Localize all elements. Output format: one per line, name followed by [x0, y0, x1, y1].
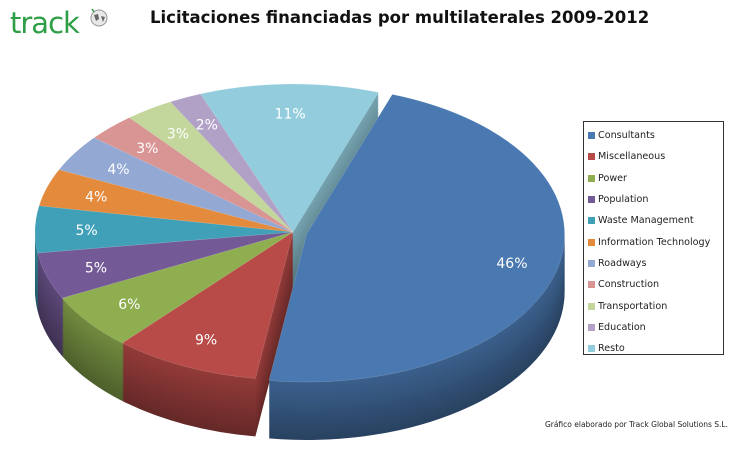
track-logo: track	[10, 6, 80, 40]
legend-swatch	[588, 174, 595, 182]
legend-label: Resto	[598, 343, 625, 355]
slice-power	[61, 231, 294, 344]
legend-item: Information Technology	[588, 231, 723, 252]
legend-item: Construction	[588, 274, 723, 295]
slice-waste-management	[34, 205, 294, 254]
legend-item: Miscellaneous	[588, 146, 723, 167]
data-label: 5%	[76, 223, 98, 239]
data-label: 3%	[136, 141, 158, 157]
chart-legend: Consultants Miscellaneous Power Population W…	[583, 121, 724, 355]
slice-transportation	[128, 101, 294, 233]
legend-item: Consultants	[588, 125, 723, 146]
legend-item: Power	[588, 168, 723, 189]
legend-label: Information Technology	[598, 236, 711, 248]
slice-information-technology	[38, 169, 294, 233]
legend-label: Consultants	[598, 130, 655, 142]
pie-tops	[34, 83, 565, 383]
slice-population	[37, 231, 294, 299]
legend-label: Power	[598, 172, 628, 184]
legend-item: Education	[588, 317, 723, 338]
slice-roadways	[58, 137, 294, 233]
slice-education	[170, 93, 294, 233]
legend-swatch	[588, 132, 595, 140]
data-label: 46%	[496, 256, 527, 272]
globe-icon	[90, 8, 108, 27]
slice-consultants	[268, 94, 565, 383]
data-label: 5%	[85, 260, 107, 276]
data-label: 3%	[167, 127, 189, 143]
data-label: 9%	[195, 332, 217, 348]
legend-swatch	[588, 196, 595, 204]
slice-resto	[200, 83, 380, 233]
chart-footer: Gráfico elaborado por Track Global Solut…	[544, 420, 728, 429]
legend-label: Miscellaneous	[598, 151, 666, 163]
legend-swatch	[588, 217, 595, 225]
legend-swatch	[588, 259, 595, 267]
legend-swatch	[588, 323, 595, 331]
legend-label: Population	[598, 194, 649, 206]
legend-item: Roadways	[588, 253, 723, 274]
data-label: 11%	[275, 107, 306, 123]
legend-label: Transportation	[598, 300, 668, 312]
legend-item: Resto	[588, 338, 723, 359]
data-label: 4%	[85, 189, 107, 205]
legend-item: Transportation	[588, 295, 723, 316]
data-label: 4%	[107, 162, 129, 178]
legend-label: Roadways	[598, 257, 647, 269]
legend-label: Waste Management	[598, 215, 694, 227]
legend-label: Construction	[598, 279, 660, 291]
legend-swatch	[588, 302, 595, 310]
legend-swatch	[588, 281, 595, 289]
data-label: 2%	[196, 117, 218, 133]
slice-miscellaneous	[121, 231, 294, 379]
legend-swatch	[588, 345, 595, 353]
data-label: 6%	[118, 297, 140, 313]
legend-swatch	[588, 238, 595, 246]
legend-label: Education	[598, 321, 646, 333]
legend-swatch	[588, 153, 595, 161]
legend-item: Population	[588, 189, 723, 210]
legend-item: Waste Management	[588, 210, 723, 231]
slice-construction	[93, 117, 294, 233]
chart-title: Licitaciones financiadas por multilatera…	[150, 8, 650, 27]
